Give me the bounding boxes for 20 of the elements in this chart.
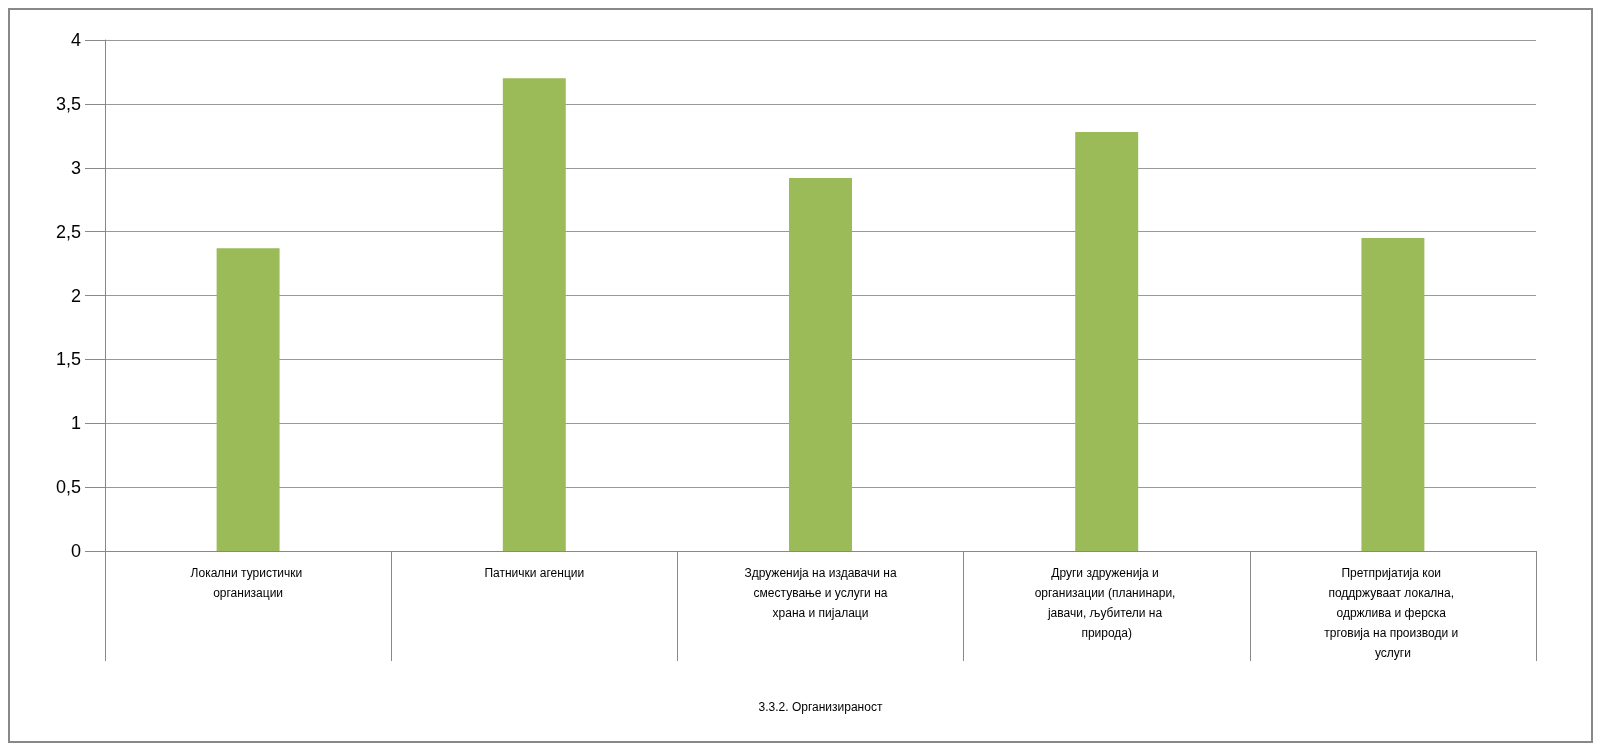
y-tick-label: 3,5 xyxy=(55,93,81,114)
y-tick-label: 2,5 xyxy=(55,221,81,242)
x-tick-label: Претпријатија кои поддржуваат локална, одржлива и ферска трговија на производи и услуги xyxy=(1324,566,1462,660)
y-tick-label: 1,5 xyxy=(55,349,81,370)
x-tick-label: Здруженија на издавачи на сместување и услуги на храна и пијалаци xyxy=(744,566,897,620)
y-tick-label: 4 xyxy=(70,30,81,50)
x-tick-label: Други здруженија и организации (планинари, јавачи, љубители на природа) xyxy=(1034,566,1179,640)
x-axis-title: 3.3.2. Организираност xyxy=(758,700,883,714)
x-tick-label: Локални туристички организации xyxy=(190,566,306,600)
x-tick-label: Патнички агенции xyxy=(484,566,585,580)
y-tick-label: 2 xyxy=(70,285,81,306)
bar xyxy=(789,177,852,551)
y-tick-label: 3 xyxy=(70,157,81,178)
y-tick-label: 0,5 xyxy=(55,477,81,498)
y-tick-label: 1 xyxy=(70,413,81,434)
bar xyxy=(1361,238,1425,551)
bar xyxy=(502,78,566,551)
y-tick-label: 0 xyxy=(70,541,81,561)
bar xyxy=(216,248,280,551)
bar xyxy=(1075,131,1139,551)
